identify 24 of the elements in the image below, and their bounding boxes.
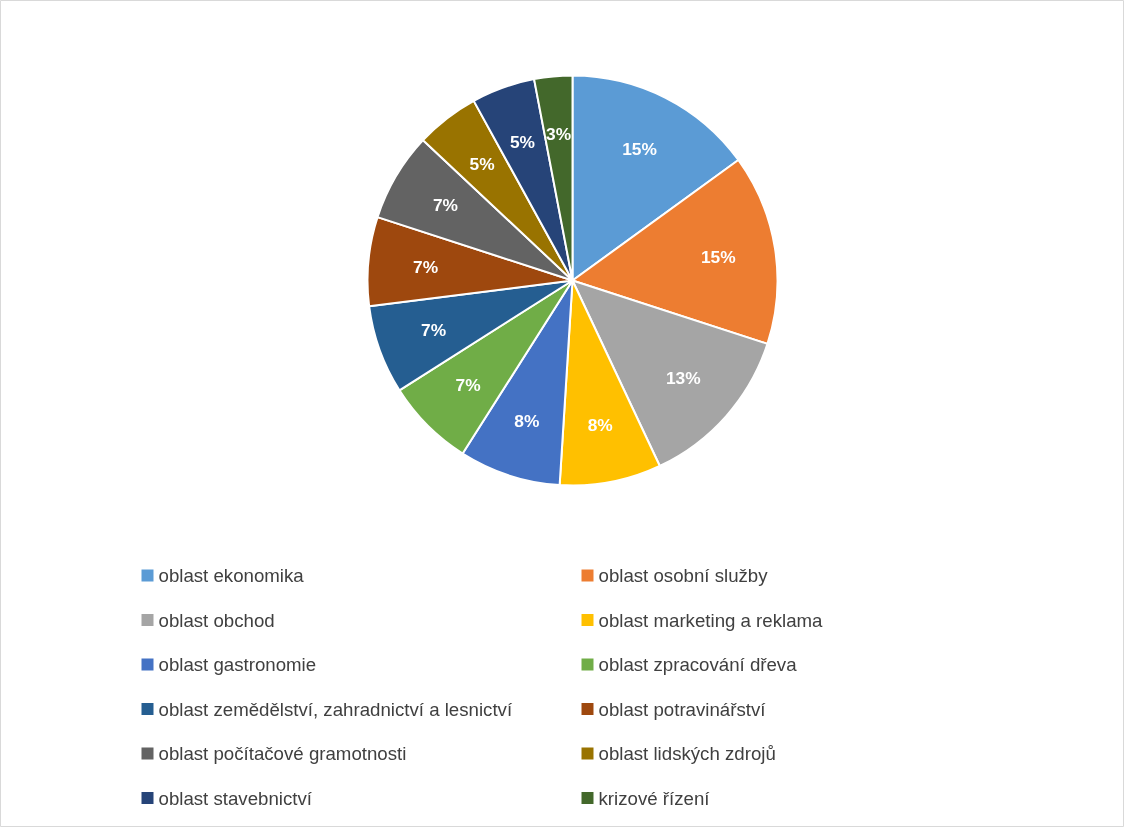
data-label: 8% <box>587 415 613 436</box>
legend-label: oblast počítačové gramotnosti <box>158 743 407 764</box>
legend-label: oblast obchod <box>158 609 275 631</box>
legend-label: oblast zpracování dřeva <box>598 654 798 675</box>
legend-label: oblast gastronomie <box>158 654 317 675</box>
data-label: 7% <box>432 195 458 216</box>
legend-label: krizové řízení <box>598 787 711 809</box>
legend-label: oblast potravinářství <box>598 698 767 720</box>
data-label: 5% <box>509 131 536 152</box>
legend-label: oblast ekonomika <box>158 565 305 586</box>
data-label: 8% <box>514 410 540 431</box>
data-label: 7% <box>413 256 439 277</box>
data-label: 7% <box>421 320 447 341</box>
legend-label: oblast marketing a reklama <box>598 609 824 631</box>
data-label: 13% <box>665 368 701 389</box>
data-label: 3% <box>546 123 572 144</box>
data-label: 15% <box>700 247 736 268</box>
data-label: 5% <box>469 153 495 174</box>
legend-label: oblast lidských zdrojů <box>598 743 776 764</box>
data-label: 7% <box>455 374 481 395</box>
data-label: 15% <box>622 138 657 159</box>
legend-label: oblast osobní služby <box>598 565 769 586</box>
legend-label: oblast zemědělství, zahradnictví a lesnictví <box>158 698 513 720</box>
legend-label: oblast stavebnictví <box>158 787 313 809</box>
